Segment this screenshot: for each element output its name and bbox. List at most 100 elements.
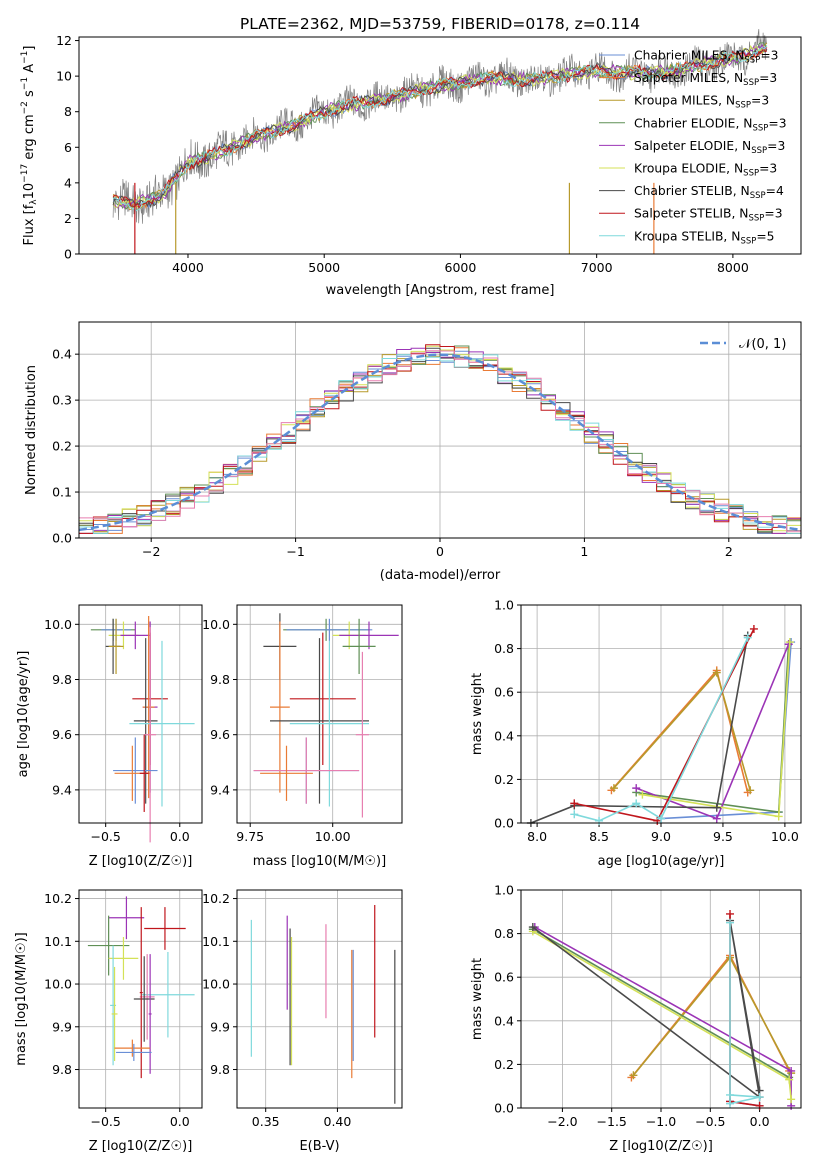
weight-age-panel: 8.0 8.5 9.0 9.5 10.0 0.0 0.2 0.4 0.6 0.8 1.0 age [l…: [470, 598, 802, 869]
spectrum-legend: Chabrier MILES, NSSP=3 Salpeter MILES, NS…: [599, 49, 787, 246]
x-tick-label: 0: [436, 544, 444, 559]
y-tick-label: 10.1: [44, 934, 72, 949]
weight-marker: [528, 923, 537, 932]
y-axis-label: Normed distribution: [24, 365, 39, 495]
weight-marker: [595, 816, 604, 825]
legend-count: =3: [764, 207, 782, 221]
weight-Z-panel: −2.0 −1.5 −1.0 −0.5 0.0 0.0 0.2 0.4 0.6 0.8 1.0 Z […: [470, 883, 802, 1154]
x-tick-label: 0.40: [324, 1114, 352, 1129]
weight-line: [610, 668, 749, 793]
y-tick-label: 10.0: [44, 617, 72, 632]
weight-marker: [638, 790, 647, 799]
axes-frame: [236, 604, 403, 824]
legend-count: =3: [767, 139, 785, 153]
residual-panel: −2 −1 0 1 2 0.0 0.1 0.2 0.3 0.4 (data-model)/error…: [24, 321, 802, 583]
legend-count: =3: [751, 94, 769, 108]
x-axis-label: Z [log10(Z/Z☉)]: [89, 1139, 193, 1154]
x-tick-label: 8.5: [589, 829, 609, 844]
x-tick-label: 6000: [445, 260, 477, 275]
spectrum-model-line: [112, 45, 768, 212]
weight-marker: [774, 812, 783, 821]
y-tick-label: 9.4: [210, 782, 230, 797]
weight-marker: [726, 918, 735, 927]
x-axis-label: mass [log10(M/M☉)]: [253, 854, 386, 869]
x-tick-label: 4000: [172, 260, 204, 275]
age-Z-panel: −0.5 0.0 9.4 9.6 9.8 10.0 Z [log10(Z/Z☉)] age […: [16, 604, 203, 869]
x-axis-label: (data-model)/error: [380, 568, 501, 583]
weight-marker: [629, 1071, 638, 1080]
legend-subscript: SSP: [743, 169, 759, 179]
mass-EBV-panel: 0.35 0.40 9.8 9.9 10.0 10.1 10.2 E(B-V): [202, 889, 403, 1154]
weight-marker: [712, 814, 721, 823]
axes-frame: [78, 321, 802, 539]
legend-count: =3: [759, 162, 777, 176]
legend-label: Kroupa ELODIE, NSSP=3: [634, 162, 777, 179]
x-axis-label: age [log10(age/yr)]: [598, 854, 725, 869]
y-tick-label: 9.8: [52, 672, 72, 687]
y-tick-label: 0.4: [494, 728, 514, 743]
weight-marker: [712, 668, 721, 677]
weight-marker: [726, 909, 735, 918]
x-tick-label: −2.0: [547, 1114, 577, 1129]
y-axis-label: mass weight: [470, 673, 485, 755]
weight-marker: [657, 814, 665, 823]
y-tick-label: 10.0: [202, 617, 230, 632]
y-tick-label: 0.4: [494, 1013, 514, 1028]
y-tick-label: 0.2: [494, 1057, 514, 1072]
y-axis-label: mass weight: [470, 958, 485, 1040]
weight-marker: [787, 1066, 796, 1075]
x-tick-label: −1: [286, 544, 304, 559]
x-tick-label: 5000: [308, 260, 340, 275]
weight-marker: [746, 786, 755, 795]
weight-marker: [726, 1099, 735, 1108]
y-tick-label: 0.0: [494, 1101, 514, 1116]
legend-label: Chabrier MILES, NSSP=3: [634, 49, 778, 66]
x-tick-label: 7000: [581, 260, 613, 275]
weight-marker: [785, 1075, 794, 1084]
y-tick-label: 1.0: [494, 883, 514, 898]
y-axis-label: age [log10(age/yr)]: [16, 651, 31, 778]
x-tick-label: 8000: [717, 260, 749, 275]
x-tick-label: −0.5: [90, 1114, 120, 1129]
axes-frame: [520, 889, 802, 1109]
legend-count: =3: [768, 116, 786, 130]
x-tick-label: 0.0: [750, 1114, 770, 1129]
legend-label: Kroupa MILES, NSSP=3: [634, 94, 769, 111]
x-tick-label: 9.0: [651, 829, 671, 844]
y-tick-label: 10: [56, 69, 72, 84]
y-tick-label: 9.9: [210, 1019, 230, 1034]
weight-line: [635, 643, 790, 820]
y-tick-label: 6: [64, 140, 72, 155]
x-tick-label: −1.0: [646, 1114, 676, 1129]
weight-marker: [570, 810, 579, 819]
y-tick-label: 0.6: [494, 685, 514, 700]
x-tick-label: 9.5: [713, 829, 733, 844]
y-tick-label: 9.9: [52, 1019, 72, 1034]
weight-marker: [570, 799, 579, 808]
y-tick-label: 9.8: [210, 1062, 230, 1077]
legend-count: =3: [759, 71, 777, 85]
x-tick-label: 10.0: [771, 829, 799, 844]
y-tick-label: 10.0: [44, 977, 72, 992]
spectrum-panel: 4000 5000 6000 7000 8000 0 2 4 6 8 10 12 wavelength …: [20, 29, 802, 298]
weight-marker: [743, 633, 752, 642]
weight-line: [660, 642, 792, 820]
y-tick-label: 10.1: [202, 934, 230, 949]
x-tick-label: 0.0: [170, 829, 190, 844]
y-tick-label: 0.3: [52, 393, 72, 408]
weight-marker: [609, 784, 618, 793]
weight-marker: [632, 799, 641, 808]
legend-label: Salpeter ELODIE, NSSP=3: [634, 139, 785, 156]
legend-subscript: SSP: [752, 123, 768, 133]
x-tick-label: −2: [142, 544, 160, 559]
y-tick-label: 0.4: [52, 347, 72, 362]
x-axis-label: Z [log10(Z/Z☉)]: [609, 1139, 713, 1154]
panels: 4000 5000 6000 7000 8000024681012wavelength …: [14, 29, 802, 1154]
legend-subscript: SSP: [735, 101, 751, 111]
weight-marker: [755, 1101, 764, 1110]
spectrum-data-line: [112, 29, 768, 224]
y-tick-label: 0.2: [52, 439, 72, 454]
axes-frame: [78, 36, 802, 255]
spectrum-model-line: [112, 48, 768, 209]
